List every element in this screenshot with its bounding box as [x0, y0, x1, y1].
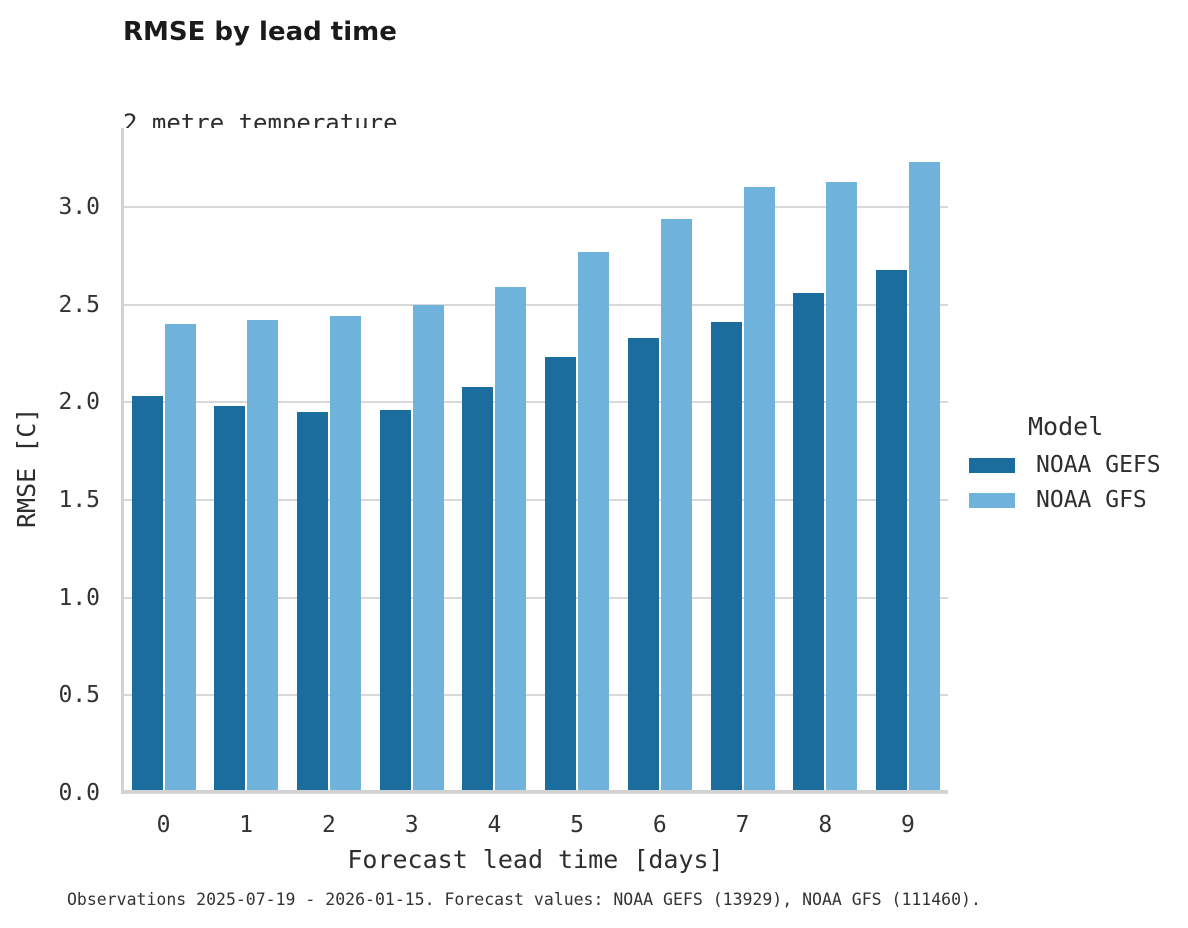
bar-noaa-gfs-lead-6: [660, 218, 692, 793]
x-tick-label-0: 0: [156, 812, 171, 838]
x-tick-label-8: 8: [818, 812, 833, 838]
x-tick-label-7: 7: [735, 812, 750, 838]
x-axis-title: Forecast lead time [days]: [347, 845, 724, 874]
gridline-y-3: [123, 206, 948, 208]
bar-noaa-gefs-lead-9: [875, 269, 907, 793]
y-axis-line: [121, 128, 124, 794]
y-tick-label-2.0: 2.0: [58, 389, 100, 416]
bar-noaa-gfs-lead-4: [495, 287, 527, 793]
y-tick-label-1.5: 1.5: [58, 487, 100, 513]
x-tick-label-1: 1: [239, 812, 254, 838]
bar-noaa-gfs-lead-7: [743, 187, 775, 793]
x-tick-label-5: 5: [570, 812, 585, 838]
legend: Model NOAA GEFS NOAA GFS: [969, 412, 1188, 513]
legend-entry-noaa-gfs: NOAA GFS: [969, 487, 1188, 513]
gridline-y-0: [123, 792, 948, 794]
legend-title: Model: [1028, 412, 1104, 441]
chart-title: RMSE by lead time: [123, 17, 397, 47]
gridline-y-0.5: [123, 694, 948, 697]
legend-swatch-noaa-gefs-icon: [969, 457, 1015, 473]
y-tick-label-2.5: 2.5: [58, 291, 100, 318]
legend-entry-noaa-gefs: NOAA GEFS: [969, 452, 1188, 478]
x-tick-label-3: 3: [404, 812, 419, 838]
bar-noaa-gefs-lead-2: [296, 412, 328, 793]
gridline-y-2.5: [123, 303, 948, 306]
y-tick-label-1.0: 1.0: [58, 584, 100, 611]
bar-noaa-gfs-lead-1: [247, 320, 279, 793]
bar-noaa-gefs-lead-3: [379, 410, 411, 793]
x-tick-label-9: 9: [901, 812, 915, 838]
y-tick-label-0.0: 0.0: [58, 780, 100, 806]
x-tick-label-6: 6: [652, 812, 667, 838]
y-tick-label-3.0: 3.0: [58, 194, 100, 220]
bar-noaa-gefs-lead-4: [462, 386, 494, 793]
bar-noaa-gfs-lead-8: [826, 181, 858, 793]
caption: Observations 2025-07-19 - 2026-01-15. Fo…: [67, 890, 981, 909]
bar-noaa-gefs-lead-8: [793, 292, 825, 793]
plot-area: [123, 128, 948, 794]
x-tick-label-4: 4: [487, 812, 502, 838]
bar-noaa-gfs-lead-9: [908, 162, 940, 793]
x-tick-label-2: 2: [322, 812, 336, 838]
y-tick-label-0.5: 0.5: [58, 682, 100, 709]
bar-noaa-gefs-lead-7: [710, 322, 742, 793]
bar-noaa-gfs-lead-2: [329, 316, 361, 793]
bar-noaa-gfs-lead-5: [578, 251, 610, 793]
gridline-y-1: [123, 596, 948, 599]
bar-noaa-gefs-lead-1: [214, 406, 246, 793]
bar-noaa-gefs-lead-5: [545, 357, 577, 793]
legend-swatch-noaa-gfs-icon: [969, 492, 1015, 508]
bar-noaa-gfs-lead-3: [412, 304, 444, 793]
x-axis-line: [121, 790, 948, 793]
bar-noaa-gefs-lead-0: [131, 396, 163, 793]
gridline-y-1.5: [123, 499, 948, 501]
gridline-y-2: [123, 401, 948, 404]
legend-label-noaa-gefs: NOAA GEFS: [1036, 452, 1161, 478]
bar-noaa-gefs-lead-6: [627, 337, 659, 793]
legend-label-noaa-gfs: NOAA GFS: [1036, 487, 1147, 513]
bar-noaa-gfs-lead-0: [164, 324, 196, 793]
